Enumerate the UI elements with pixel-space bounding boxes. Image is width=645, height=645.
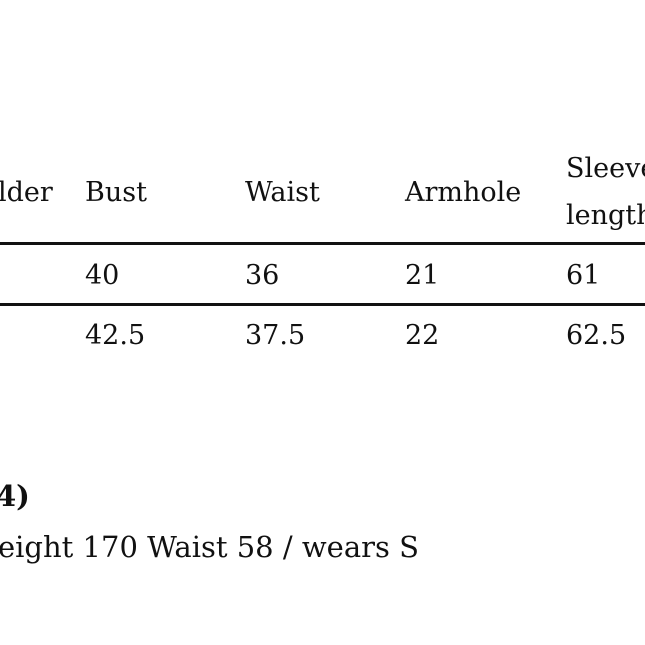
table-cell: 22 [405, 320, 440, 351]
table-cell: 61 [566, 260, 601, 291]
table-cell: 62.5 [566, 320, 627, 351]
table-cell: 36 [245, 260, 280, 291]
table-cell: 40 [85, 260, 120, 291]
header-cell: Armhole [405, 177, 522, 208]
header-cell: Sleeve length [566, 153, 645, 231]
table-cell: 21 [405, 260, 440, 291]
row-rule [0, 303, 645, 306]
model-heading: 4) [0, 479, 30, 513]
header-rule [0, 242, 645, 245]
table-cell: 37.5 [245, 320, 306, 351]
model-text: eight 170 Waist 58 / wears S [0, 530, 419, 564]
header-cell: Waist [245, 177, 320, 208]
header-cell: lder [0, 177, 53, 208]
header-cell: Bust [85, 177, 147, 208]
table-cell: 42.5 [85, 320, 146, 351]
